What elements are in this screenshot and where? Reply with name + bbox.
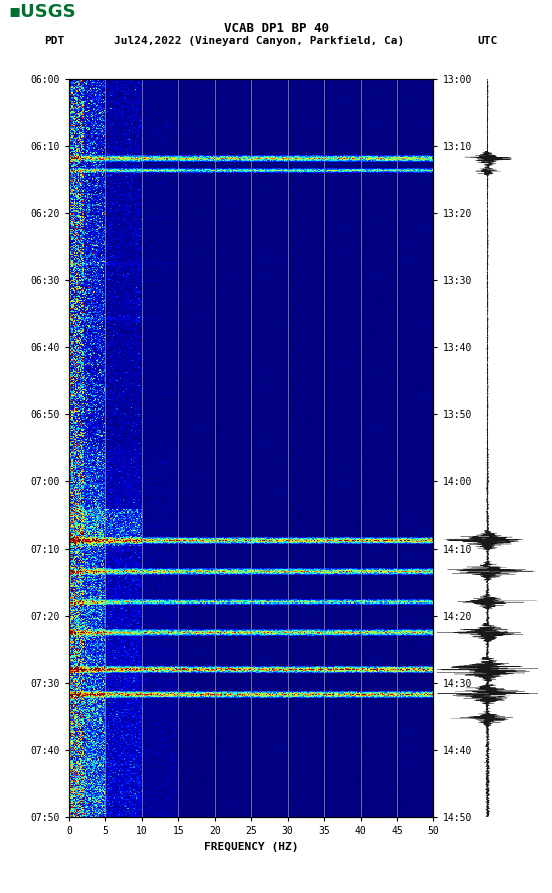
Text: VCAB DP1 BP 40: VCAB DP1 BP 40 [224, 22, 328, 36]
Text: Jul24,2022 (Vineyard Canyon, Parkfield, Ca): Jul24,2022 (Vineyard Canyon, Parkfield, … [114, 36, 405, 46]
Text: PDT: PDT [44, 36, 65, 46]
Text: ▪USGS: ▪USGS [8, 3, 76, 21]
X-axis label: FREQUENCY (HZ): FREQUENCY (HZ) [204, 842, 299, 852]
Text: UTC: UTC [477, 36, 498, 46]
